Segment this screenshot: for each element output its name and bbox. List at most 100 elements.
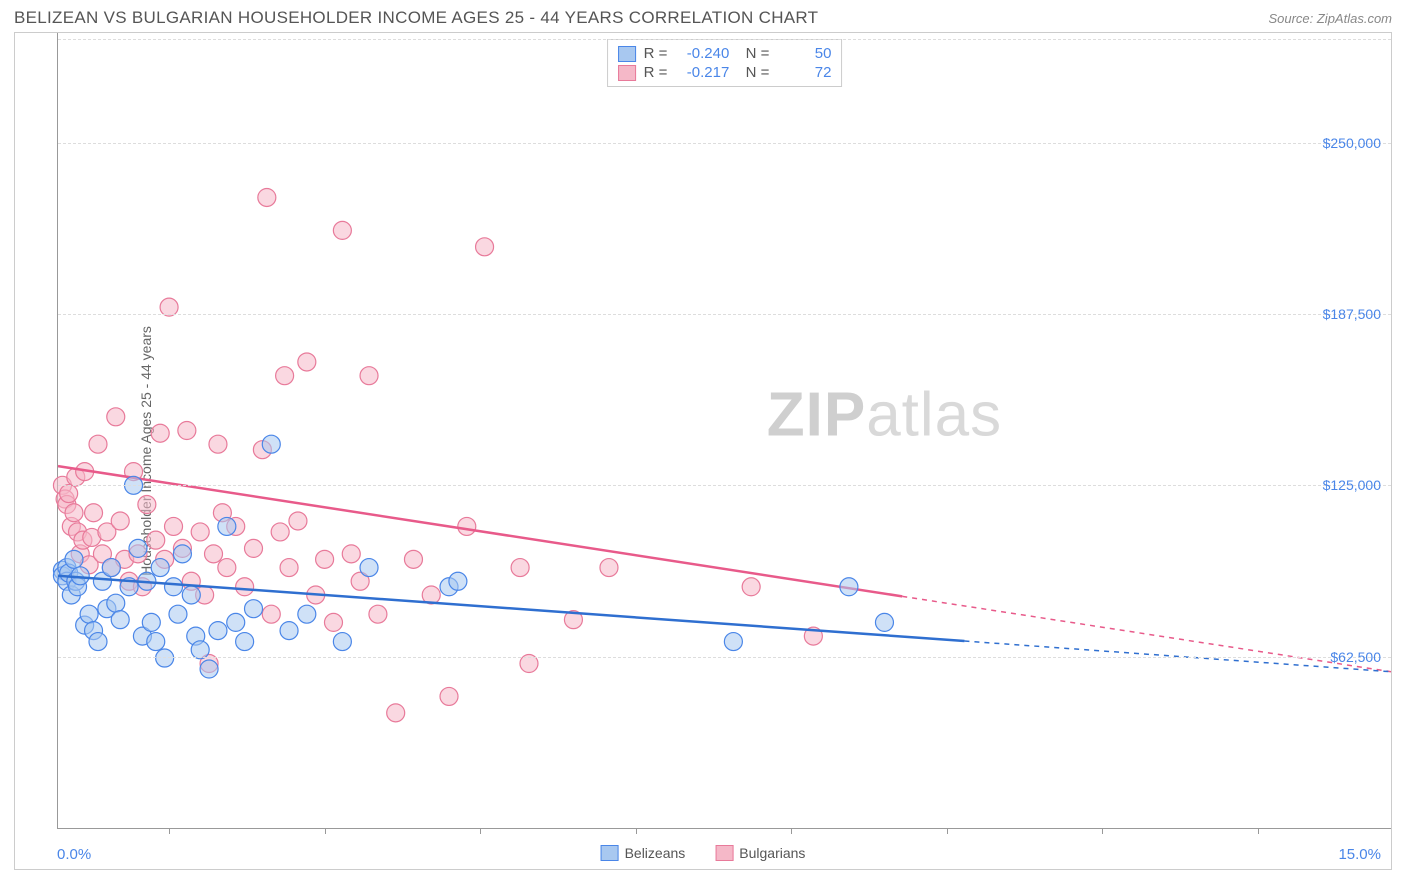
data-point [138,496,156,514]
data-point [245,600,263,618]
data-point [840,578,858,596]
data-point [65,504,83,522]
data-point [156,649,174,667]
data-point [111,512,129,530]
chart-title: BELIZEAN VS BULGARIAN HOUSEHOLDER INCOME… [14,8,818,28]
gridline [58,143,1391,144]
data-point [276,367,294,385]
data-point [875,613,893,631]
data-point [218,559,236,577]
data-point [191,523,209,541]
data-point [271,523,289,541]
corr-n-label: N = [737,45,769,62]
legend-swatch-bulgarians [715,845,733,861]
chart-source: Source: ZipAtlas.com [1268,11,1392,26]
x-tick [636,828,637,834]
data-point [298,353,316,371]
data-point [200,660,218,678]
data-point [173,545,191,563]
data-point [89,633,107,651]
data-point [60,485,78,503]
data-point [316,550,334,568]
data-point [151,424,169,442]
legend-label-belizeans: Belizeans [625,845,686,861]
data-point [107,408,125,426]
data-point [236,633,254,651]
data-point [511,559,529,577]
data-point [324,613,342,631]
data-point [333,633,351,651]
data-point [342,545,360,563]
corr-row-bulgarians: R = -0.217 N = 72 [618,63,832,82]
data-point [440,687,458,705]
data-point [65,550,83,568]
data-point [280,559,298,577]
plot-svg [58,33,1391,828]
data-point [258,188,276,206]
data-point [360,559,378,577]
x-tick [947,828,948,834]
corr-r-bel: -0.240 [675,45,729,62]
data-point [142,613,160,631]
data-point [209,435,227,453]
y-tick-label: $250,000 [1323,135,1381,151]
data-point [449,572,467,590]
legend-swatch-belizeans [601,845,619,861]
data-point [298,605,316,623]
data-point [107,594,125,612]
data-point [369,605,387,623]
corr-n-bel: 50 [777,45,831,62]
correlation-legend: R = -0.240 N = 50 R = -0.217 N = 72 [607,39,843,87]
gridline [58,39,1391,40]
x-tick [480,828,481,834]
trend-line-extrapolated [902,596,1391,671]
data-point [724,633,742,651]
data-point [102,559,120,577]
legend-item-belizeans: Belizeans [601,845,686,861]
data-point [742,578,760,596]
data-point [80,605,98,623]
gridline [58,485,1391,486]
data-point [333,221,351,239]
data-point [165,517,183,535]
data-point [458,517,476,535]
data-point [147,531,165,549]
data-point [85,504,103,522]
y-tick-label: $62,500 [1330,649,1381,665]
corr-r-label2: R = [644,64,668,81]
corr-r-bul: -0.217 [675,64,729,81]
legend-label-bulgarians: Bulgarians [739,845,805,861]
data-point [227,613,245,631]
x-tick [325,828,326,834]
legend-item-bulgarians: Bulgarians [715,845,805,861]
gridline [58,314,1391,315]
data-point [476,238,494,256]
data-point [289,512,307,530]
data-point [209,622,227,640]
data-point [280,622,298,640]
data-point [262,435,280,453]
data-point [245,539,263,557]
x-axis-max-label: 15.0% [1338,846,1381,863]
swatch-bulgarians [618,65,636,81]
corr-row-belizeans: R = -0.240 N = 50 [618,44,832,63]
bottom-legend: Belizeans Bulgarians [601,845,806,861]
data-point [165,578,183,596]
data-point [169,605,187,623]
chart-header: BELIZEAN VS BULGARIAN HOUSEHOLDER INCOME… [0,0,1406,32]
data-point [129,539,147,557]
data-point [151,559,169,577]
x-tick [1102,828,1103,834]
corr-n-bul: 72 [777,64,831,81]
data-point [205,545,223,563]
corr-n-label2: N = [737,64,769,81]
gridline [58,657,1391,658]
y-tick-label: $187,500 [1323,306,1381,322]
x-tick [791,828,792,834]
data-point [218,517,236,535]
data-point [236,578,254,596]
data-point [404,550,422,568]
corr-r-label: R = [644,45,668,62]
data-point [147,633,165,651]
chart-container: Householder Income Ages 25 - 44 years ZI… [14,32,1392,870]
